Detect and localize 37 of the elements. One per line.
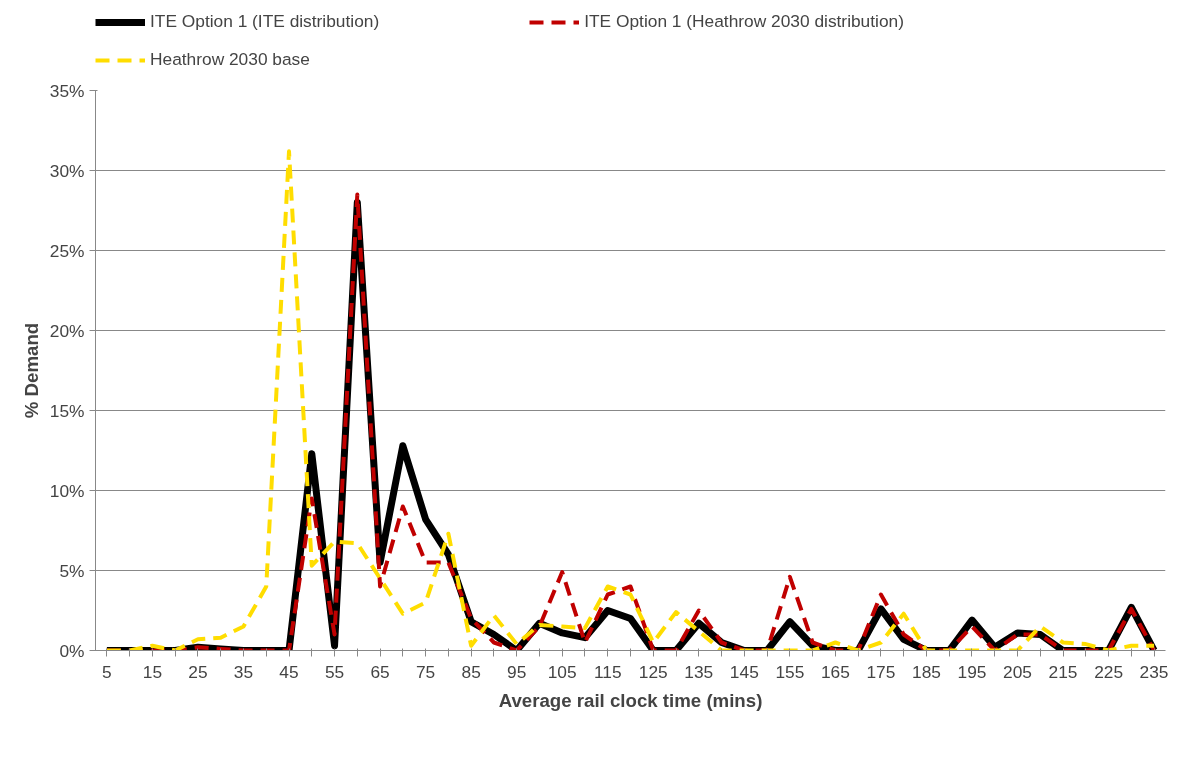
y-tick-label: 15% [49,400,85,421]
y-tick-label: 0% [59,640,85,661]
y-tick-label: 35% [49,80,85,101]
x-tick-label: 75 [415,661,436,682]
x-tick-label: 115 [593,661,622,682]
x-tick-label: 185 [912,661,941,682]
x-tick-label: 85 [461,661,481,682]
x-tick-label: 175 [866,661,896,682]
x-tick-label: 65 [370,661,390,682]
x-tick-label: 205 [1003,661,1032,682]
x-tick-label: 55 [324,661,345,682]
y-axis-title: % Demand [20,322,42,419]
legend-label: ITE Option 1 (Heathrow 2030 distribution) [584,11,904,32]
x-tick-label: 5 [102,661,112,682]
x-tick-label: 35 [233,661,254,682]
x-tick-label: 155 [775,661,805,682]
y-tick-label: 25% [49,240,85,261]
y-tick-label: 5% [59,560,85,581]
x-tick-label: 165 [820,661,850,682]
x-tick-label: 45 [279,661,299,682]
x-tick-label: 135 [684,661,714,682]
x-tick-label: 225 [1094,661,1124,682]
x-tick-label: 15 [142,661,163,682]
legend-label: Heathrow 2030 base [150,49,310,70]
x-tick-label: 195 [957,661,987,682]
x-tick-label: 215 [1048,661,1078,682]
x-tick-label: 105 [547,661,577,682]
x-tick-label: 95 [507,661,527,682]
x-axis-title: Average rail clock time (mins) [498,689,763,711]
legend-label: ITE Option 1 (ITE distribution) [150,11,380,32]
y-tick-label: 30% [49,160,85,181]
y-tick-label: 20% [49,320,85,341]
x-tick-label: 235 [1139,661,1169,682]
x-tick-label: 25 [188,661,208,682]
x-tick-label: 145 [729,661,759,682]
y-tick-label: 10% [49,480,85,501]
x-tick-label: 125 [638,661,668,682]
